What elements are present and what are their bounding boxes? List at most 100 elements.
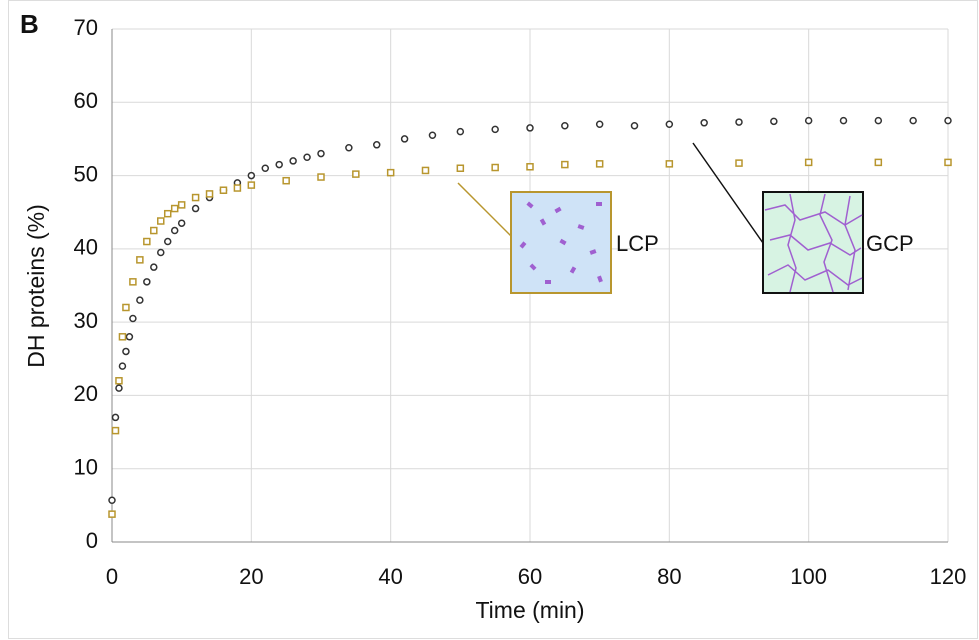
point bbox=[735, 159, 743, 167]
x-tick-label: 100 bbox=[790, 564, 827, 589]
gcp-inset bbox=[692, 142, 864, 294]
point bbox=[944, 116, 952, 125]
point bbox=[118, 333, 127, 341]
point bbox=[247, 171, 256, 180]
point bbox=[303, 153, 311, 161]
point bbox=[700, 119, 708, 127]
point bbox=[804, 158, 813, 167]
point bbox=[247, 181, 256, 189]
point bbox=[317, 149, 325, 158]
point bbox=[372, 141, 381, 149]
point bbox=[561, 121, 569, 130]
y-axis-label: DH proteins (%) bbox=[23, 204, 49, 368]
particles bbox=[519, 201, 603, 284]
x-tick-label: 120 bbox=[930, 564, 967, 589]
callout-line bbox=[692, 142, 764, 244]
point bbox=[456, 164, 465, 172]
y-tick-label: 50 bbox=[74, 161, 98, 186]
point bbox=[111, 426, 120, 435]
point bbox=[456, 127, 465, 136]
point bbox=[770, 117, 778, 126]
x-tick-label: 0 bbox=[106, 564, 118, 589]
point bbox=[163, 209, 172, 218]
point bbox=[944, 158, 952, 167]
point bbox=[386, 168, 395, 177]
point bbox=[191, 193, 200, 202]
panel-label: B bbox=[20, 9, 39, 39]
point bbox=[595, 120, 604, 129]
y-tick-label: 10 bbox=[74, 455, 98, 480]
point bbox=[665, 120, 674, 129]
point bbox=[839, 116, 848, 125]
callout-line bbox=[457, 182, 512, 237]
network bbox=[764, 193, 863, 293]
point bbox=[205, 190, 214, 198]
y-tick-label: 0 bbox=[86, 528, 98, 553]
point bbox=[115, 384, 123, 392]
point bbox=[874, 116, 883, 125]
point bbox=[177, 219, 186, 227]
point bbox=[163, 237, 172, 246]
point bbox=[125, 333, 134, 341]
point bbox=[118, 362, 127, 370]
point bbox=[491, 163, 499, 172]
point bbox=[129, 314, 137, 323]
point bbox=[143, 278, 151, 286]
point bbox=[526, 163, 534, 171]
frame bbox=[8, 0, 978, 639]
point bbox=[595, 160, 604, 168]
x-tick-label: 40 bbox=[378, 564, 402, 589]
y-tick-label: 70 bbox=[74, 15, 98, 40]
x-tick-label: 20 bbox=[239, 564, 263, 589]
annotation: GCP bbox=[866, 231, 914, 256]
point bbox=[191, 204, 200, 213]
y-tick-label: 30 bbox=[74, 308, 98, 333]
point bbox=[421, 166, 430, 175]
point bbox=[115, 377, 123, 385]
point bbox=[157, 248, 165, 257]
point bbox=[143, 237, 151, 246]
point bbox=[122, 347, 130, 356]
y-tick-label: 60 bbox=[74, 88, 98, 113]
x-tick-label: 80 bbox=[657, 564, 681, 589]
point bbox=[735, 118, 743, 126]
point bbox=[491, 125, 499, 134]
point bbox=[233, 184, 242, 192]
point bbox=[400, 135, 409, 143]
point bbox=[352, 170, 360, 178]
point bbox=[282, 176, 290, 185]
point bbox=[345, 143, 353, 152]
point bbox=[219, 186, 228, 194]
x-tick-label: 60 bbox=[518, 564, 542, 589]
x-axis-label: Time (min) bbox=[475, 597, 584, 623]
point bbox=[170, 204, 179, 213]
annotation: LCP bbox=[616, 231, 659, 256]
point bbox=[108, 496, 116, 504]
point bbox=[804, 116, 813, 125]
point bbox=[111, 413, 120, 422]
point bbox=[170, 226, 179, 235]
point bbox=[157, 217, 165, 225]
point bbox=[275, 160, 283, 169]
point bbox=[261, 164, 270, 172]
point bbox=[428, 131, 437, 140]
point bbox=[317, 173, 325, 181]
point bbox=[909, 116, 917, 125]
point bbox=[108, 510, 116, 518]
point bbox=[136, 256, 144, 264]
point bbox=[150, 263, 158, 271]
point bbox=[561, 160, 569, 169]
point bbox=[177, 201, 186, 209]
y-tick-label: 40 bbox=[74, 235, 98, 260]
point bbox=[289, 157, 297, 165]
point bbox=[526, 124, 534, 132]
lcp-inset bbox=[457, 182, 612, 294]
y-tick-label: 20 bbox=[74, 381, 98, 406]
point bbox=[136, 296, 144, 304]
point bbox=[665, 160, 674, 168]
point bbox=[122, 303, 130, 312]
point bbox=[630, 121, 639, 130]
point bbox=[129, 278, 137, 286]
point bbox=[874, 158, 883, 167]
